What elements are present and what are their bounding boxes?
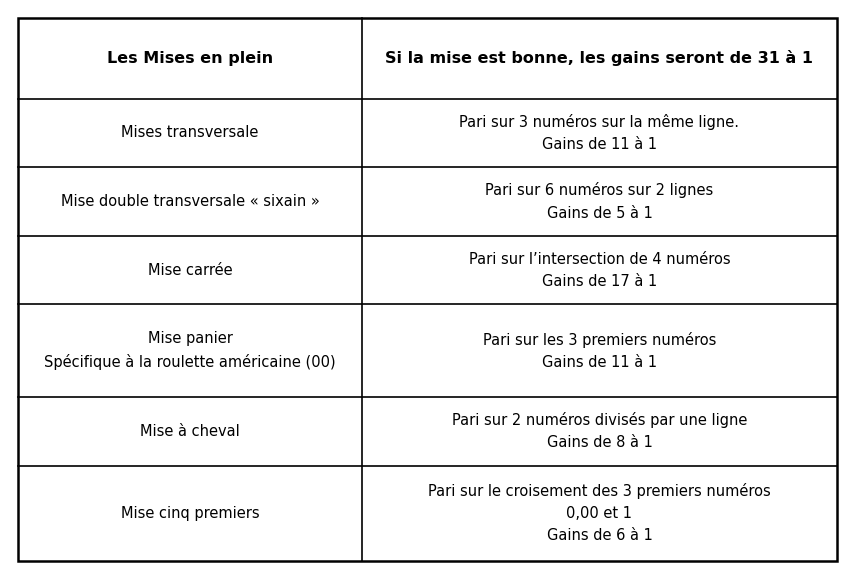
Text: Les Mises en plein: Les Mises en plein [107,51,273,66]
Text: Pari sur l’intersection de 4 numéros
Gains de 17 à 1: Pari sur l’intersection de 4 numéros Gai… [469,251,730,289]
Text: Mise carrée: Mise carrée [148,263,233,277]
Text: Mises transversale: Mises transversale [121,126,259,140]
Text: Mise à cheval: Mise à cheval [140,424,240,439]
Text: Mise cinq premiers: Mise cinq premiers [121,506,259,521]
Text: Mise double transversale « sixain »: Mise double transversale « sixain » [61,194,320,209]
Text: Pari sur le croisement des 3 premiers numéros
0,00 et 1
Gains de 6 à 1: Pari sur le croisement des 3 premiers nu… [428,483,771,544]
Text: Pari sur les 3 premiers numéros
Gains de 11 à 1: Pari sur les 3 premiers numéros Gains de… [483,332,716,370]
Text: Pari sur 2 numéros divisés par une ligne
Gains de 8 à 1: Pari sur 2 numéros divisés par une ligne… [451,412,747,450]
Text: Pari sur 6 numéros sur 2 lignes
Gains de 5 à 1: Pari sur 6 numéros sur 2 lignes Gains de… [486,182,714,221]
Text: Pari sur 3 numéros sur la même ligne.
Gains de 11 à 1: Pari sur 3 numéros sur la même ligne. Ga… [459,113,740,152]
Text: Si la mise est bonne, les gains seront de 31 à 1: Si la mise est bonne, les gains seront d… [386,50,813,66]
Text: Mise panier
Spécifique à la roulette américaine (00): Mise panier Spécifique à la roulette amé… [44,331,336,370]
